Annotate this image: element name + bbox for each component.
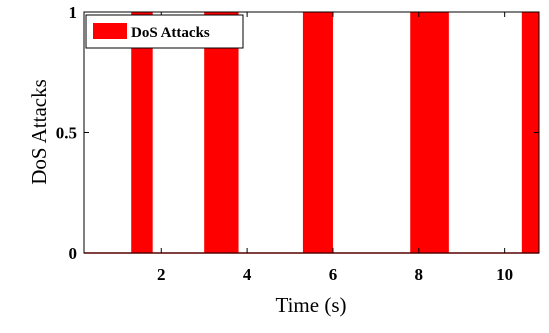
attack-bar-5: [521, 12, 539, 253]
y-axis-title: DoS Attacks: [27, 79, 51, 185]
y-tick-label: 0: [69, 244, 78, 263]
x-tick-label: 4: [243, 265, 252, 284]
attack-bar-2: [204, 12, 239, 253]
attack-bar-4: [410, 12, 449, 253]
y-tick-label: 0.5: [56, 124, 77, 143]
x-axis-title: Time (s): [276, 293, 347, 317]
y-axis-ticks: 00.51: [56, 3, 539, 263]
legend: DoS Attacks: [85, 14, 244, 49]
x-tick-label: 6: [329, 265, 338, 284]
x-axis-ticks: 2 4 6 8 10: [157, 12, 513, 284]
x-tick-label: 8: [415, 265, 424, 284]
attack-bar-1: [131, 12, 153, 253]
x-tick-label: 10: [496, 265, 513, 284]
x-tick-label: 2: [157, 265, 166, 284]
y-tick-label: 1: [69, 3, 78, 22]
legend-swatch: [93, 23, 127, 39]
legend-label: DoS Attacks: [131, 25, 210, 41]
attack-bar-3: [302, 12, 333, 253]
